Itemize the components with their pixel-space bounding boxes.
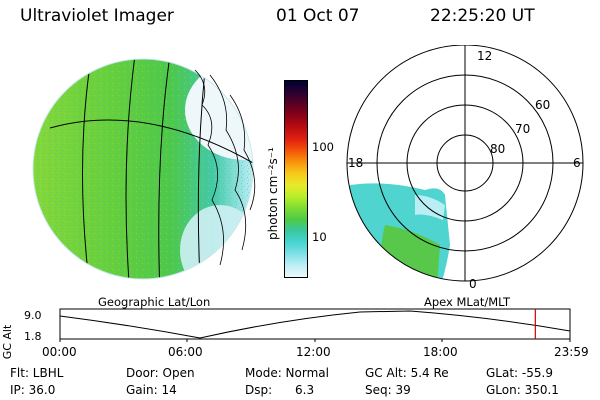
mlat-label-60: 60 [535,98,550,112]
mlt-label-12: 12 [477,49,492,63]
mlat-label-70: 70 [515,122,530,136]
instrument-title: Ultraviolet Imager [20,6,174,26]
colorbar-tick-10: 10 [312,230,327,244]
time-label: 22:25:20 UT [430,6,535,26]
colorbar [284,80,308,278]
footer-dsp: Dsp: 6.3 [245,383,315,397]
time-tick-0600: 06:00 [168,345,203,359]
geographic-image-panel [32,58,256,280]
altitude-plot: GC Alt 9.0 1.8 00:00 06:00 12:00 18:00 2… [1,308,589,359]
mlt-label-6: 6 [573,156,581,170]
altitude-tick-high: 9.0 [24,309,42,322]
altitude-plot-frame [59,308,571,340]
footer-seq: Seq: 39 [365,383,411,397]
altitude-axis-label: GC Alt [1,324,14,359]
footer-glon: GLon: 350.1 [486,383,559,397]
colorbar-unit-label: photon cm⁻²s⁻¹ [266,147,280,240]
uv-disc [33,59,253,279]
altitude-tick-low: 1.8 [24,330,42,343]
mlt-label-18: 18 [348,156,363,170]
footer-mode: Mode: Normal [245,366,329,380]
footer-gain: Gain: 14 [126,383,177,397]
time-tick-1800: 18:00 [423,345,458,359]
footer-glat: GLat: -55.9 [486,366,553,380]
colorbar-gradient [285,81,307,277]
altitude-curve [59,310,571,339]
polar-panel-label: Apex MLat/MLT [424,295,511,309]
footer-door: Door: Open [126,366,195,380]
time-tick-1200: 12:00 [296,345,331,359]
mlt-label-0: 0 [469,277,477,290]
polar-mlat-mlt-panel: 12 6 0 18 60 70 80 [346,45,584,290]
geo-panel-label: Geographic Lat/Lon [98,295,211,309]
time-tick-2359: 23:59 [554,345,589,359]
footer-gc-alt: GC Alt: 5.4 Re [365,366,449,380]
date-label: 01 Oct 07 [276,6,360,26]
footer-filter: Flt: LBHL [10,366,64,380]
colorbar-tick-100: 100 [312,140,334,154]
mlat-label-80: 80 [490,142,505,156]
footer-ip: IP: 36.0 [10,383,56,397]
time-tick-0000: 00:00 [42,345,77,359]
